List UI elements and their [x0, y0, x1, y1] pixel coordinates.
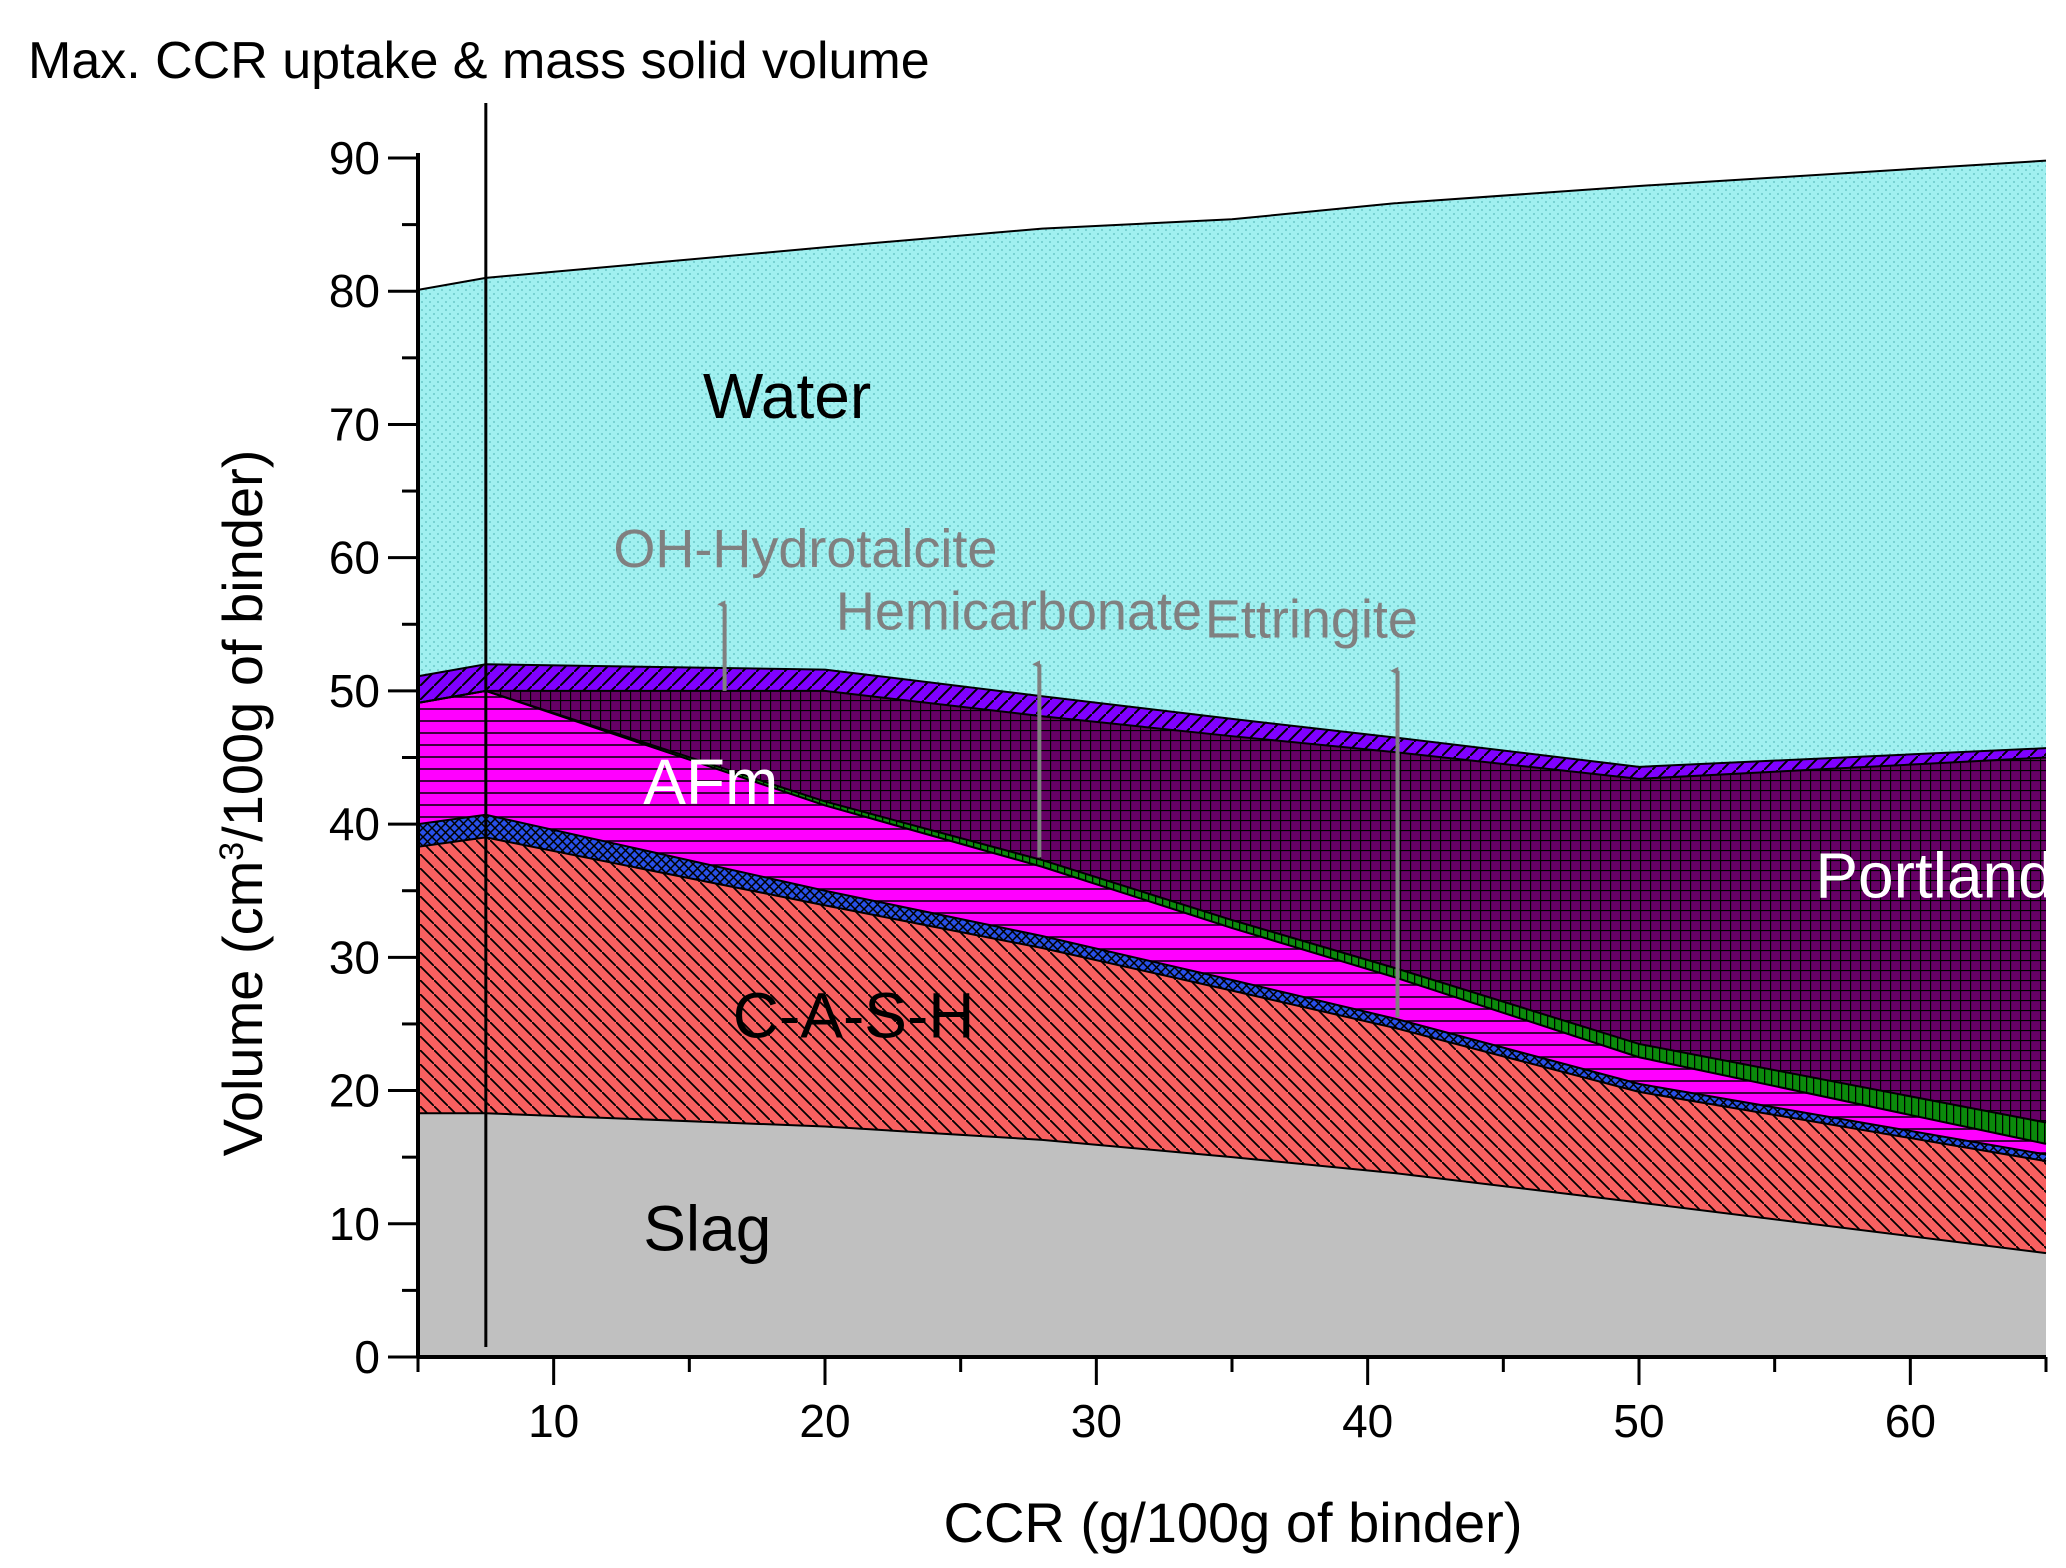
y-tick-label: 40	[329, 798, 380, 850]
arrows	[717, 600, 1400, 1018]
y-tick-label: 80	[329, 265, 380, 317]
area-water	[418, 160, 2046, 767]
label-cash: C-A-S-H	[733, 979, 975, 1051]
area-hydrotalcite	[418, 814, 2046, 1162]
y-axis-label-main: Volume (cm	[211, 861, 274, 1157]
y-tick-label: 50	[329, 665, 380, 717]
area-hemicarbonate	[418, 690, 2046, 1144]
x-tick-label: 40	[1342, 1395, 1393, 1447]
label-oh-hydrotalcite: OH-Hydrotalcite	[613, 519, 997, 579]
boundary-portlandite	[417, 689, 2047, 780]
area-boundaries	[417, 159, 2047, 1255]
x-tick-label: 50	[1613, 1395, 1664, 1447]
label-slag: Slag	[643, 1192, 771, 1264]
y-tick-label: 60	[329, 532, 380, 584]
y-tick-label: 90	[329, 132, 380, 184]
y-tick-label: 0	[354, 1331, 380, 1383]
y-axis-label-tail: /100g of binder)	[211, 450, 274, 842]
label-hemicarbonate: Hemicarbonate	[836, 582, 1202, 642]
boundary-c-a-s-h	[417, 836, 2047, 1163]
x-tick-label: 30	[1071, 1395, 1122, 1447]
area-slag	[418, 1113, 2046, 1357]
area-ettringite	[418, 664, 2046, 779]
y-axis-label: Volume (cm3/100g of binder)	[211, 450, 274, 1157]
boundary-hydrotalcite	[417, 813, 2047, 1156]
y-tick-label: 70	[329, 398, 380, 450]
axes	[388, 153, 2048, 1385]
label-portlandite: Portlandite	[1815, 839, 2066, 911]
x-tick-label: 10	[528, 1395, 579, 1447]
boundary-slag	[418, 1112, 2047, 1255]
x-axis-label: CCR (g/100g of binder)	[944, 1491, 1523, 1554]
y-axis-label-sup: 3	[213, 842, 251, 861]
boundary-hemicarbonate	[417, 689, 2047, 1124]
label-ettringite: Ettringite	[1205, 590, 1418, 650]
x-tick-label: 60	[1885, 1395, 1936, 1447]
area-c-a-s-h	[418, 837, 2046, 1254]
label-afm: AFm	[643, 746, 778, 818]
label-water: Water	[703, 360, 871, 432]
area-portlandite	[418, 690, 2046, 1123]
area-layers	[418, 160, 2046, 1357]
x-tick-label: 20	[799, 1395, 850, 1447]
boundary-ettringite	[417, 663, 2047, 768]
y-tick-label: 20	[329, 1065, 380, 1117]
tick-labels: 0 10 20 30 40 50 60 70 80 90 10 20 30 40 50 60	[329, 132, 1936, 1447]
area-afm	[418, 690, 2046, 1155]
boundary-water	[417, 159, 2047, 291]
chart-title: Max. CCR uptake & mass solid volume	[28, 32, 930, 90]
y-tick-label: 30	[329, 931, 380, 983]
y-tick-label: 10	[329, 1198, 380, 1250]
